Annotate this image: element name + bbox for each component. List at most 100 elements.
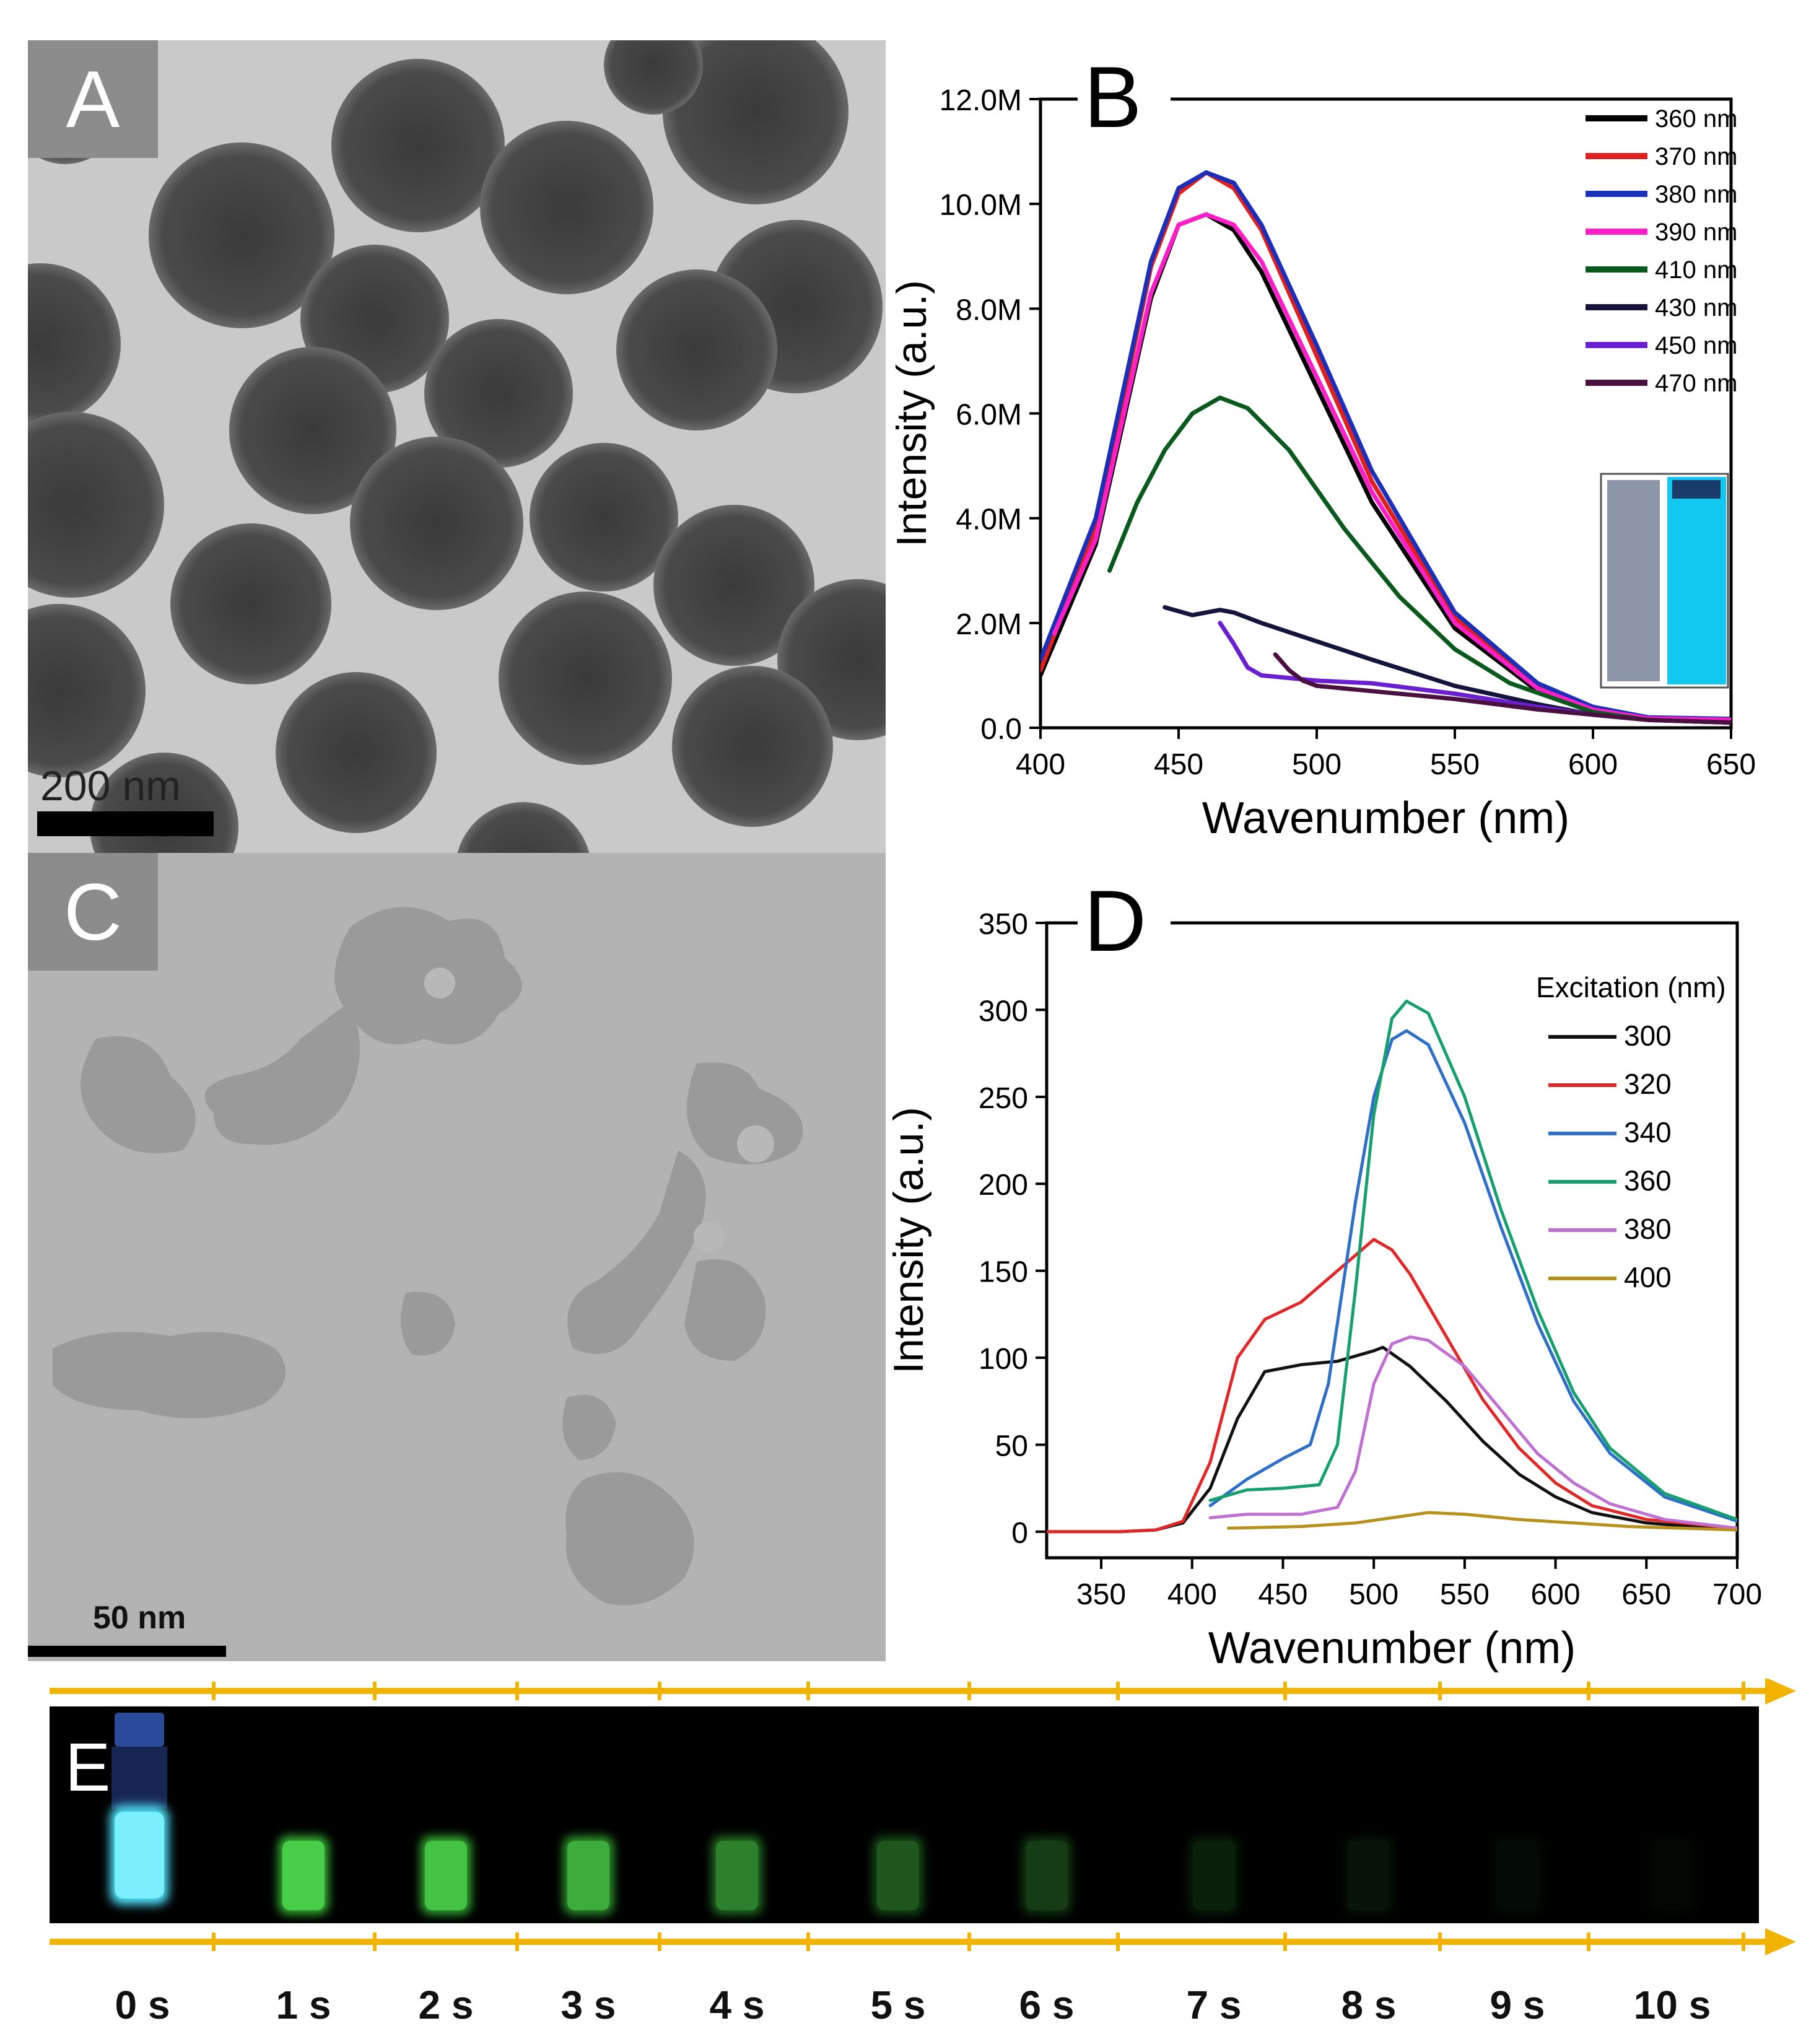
plot-frame xyxy=(1045,921,1739,1560)
timeline-arrow-bottom xyxy=(50,1928,1796,1955)
y-tick-label: 0.0 xyxy=(980,713,1022,746)
cuvette-inset xyxy=(1600,473,1729,689)
legend-entry: 430 nm xyxy=(1655,294,1737,321)
x-tick-label: 550 xyxy=(1440,1578,1490,1611)
panel-label: D xyxy=(1084,872,1146,969)
legend: Excitation (nm) 300 320 340 360 380 400 xyxy=(1536,971,1726,1293)
x-tick-label: 600 xyxy=(1531,1578,1581,1611)
y-tick-label: 0 xyxy=(1011,1517,1028,1550)
x-tick-label: 450 xyxy=(1258,1578,1307,1611)
series-line-300 xyxy=(1047,1345,1737,1534)
series-line-470-nm xyxy=(1273,652,1731,725)
time-label: 1 s xyxy=(276,1983,331,2027)
panel-e-label: E xyxy=(65,1729,111,1806)
x-tick-label: 450 xyxy=(1154,748,1203,781)
chart-b-svg: 400 450 500 550 600 650 0.0 2.0M 4.0M 6.0M 8.0M 10.… xyxy=(888,48,1756,843)
time-label: 8 s xyxy=(1341,1983,1397,2027)
time-label: 4 s xyxy=(709,1983,765,2027)
series-group xyxy=(1047,999,1737,1534)
vial-8s xyxy=(1344,1837,1394,1914)
x-tick-label: 500 xyxy=(1349,1578,1398,1611)
time-label: 3 s xyxy=(561,1983,616,2027)
series-line-380 xyxy=(1208,1335,1737,1530)
cuvette-uv-cap xyxy=(1672,480,1721,499)
chart-d-svg: 350 400 450 500 550 600 650 700 0 50 100 150 200 250 3… xyxy=(885,872,1762,1673)
legend-entry: 410 nm xyxy=(1655,256,1737,284)
y-tick-label: 8.0M xyxy=(956,294,1022,326)
y-tick-label: 12.0M xyxy=(940,84,1022,117)
x-tick-label: 500 xyxy=(1292,748,1341,781)
x-axis-label: Wavenumber (nm) xyxy=(1208,1623,1576,1673)
x-tick-label: 650 xyxy=(1706,748,1756,781)
y-tick-label: 250 xyxy=(979,1082,1028,1115)
panel-a-label: A xyxy=(28,40,158,158)
legend-entry: 370 nm xyxy=(1655,143,1737,170)
legend-entry: 450 nm xyxy=(1655,332,1737,359)
series-line-400 xyxy=(1226,1511,1737,1532)
y-tick-label: 150 xyxy=(979,1256,1028,1289)
y-tick-label: 2.0M xyxy=(956,608,1022,641)
panel-c-tem-image: C 50 nm xyxy=(28,853,886,1661)
legend-entry: 320 xyxy=(1624,1068,1672,1100)
series-line-410-nm xyxy=(1107,395,1731,725)
vial-3s xyxy=(564,1837,613,1914)
y-tick-label: 350 xyxy=(979,908,1028,941)
legend-entry: 360 nm xyxy=(1655,105,1737,133)
panel-label: B xyxy=(1084,48,1141,146)
vial-0s xyxy=(110,1713,168,1905)
x-tick-label: 400 xyxy=(1016,748,1065,781)
time-label: 6 s xyxy=(1019,1983,1075,2027)
panel-label-bg xyxy=(1078,880,1171,966)
series-line-320 xyxy=(1047,1238,1737,1534)
y-axis-label: Intensity (a.u.) xyxy=(886,1107,932,1374)
y-tick-label: 10.0M xyxy=(940,189,1022,222)
x-tick-label: 400 xyxy=(1167,1578,1217,1611)
legend: 360 nm 370 nm 380 nm 390 nm 410 nm 430 nm 450 … xyxy=(1586,105,1737,397)
x-axis-label: Wavenumber (nm) xyxy=(1202,793,1569,843)
time-label-row: 0 s 1 s 2 s 3 s 4 s 5 s 6 s 7 s 8 s 9 s 10 s xyxy=(50,1976,1802,2038)
cuvette-uv xyxy=(1667,477,1726,684)
time-label: 7 s xyxy=(1186,1983,1242,2027)
legend-entry: 340 xyxy=(1624,1116,1672,1148)
panel-a-tem-image: A 200 nm xyxy=(28,40,886,853)
legend-entry: 390 nm xyxy=(1655,219,1737,246)
panel-b-chart: 400 450 500 550 600 650 0.0 2.0M 4.0M 6.0M 8.0M 10.… xyxy=(886,37,1819,861)
legend-entry: 470 nm xyxy=(1655,370,1737,397)
vial-2s xyxy=(421,1837,471,1914)
y-tick-label: 50 xyxy=(995,1430,1028,1462)
panel-label-bg xyxy=(1078,56,1171,142)
vial-5s xyxy=(873,1837,923,1914)
vial-4s xyxy=(712,1837,762,1914)
cuvette-ambient xyxy=(1607,480,1660,681)
series-line-360 xyxy=(1208,999,1737,1521)
legend-entry: 380 xyxy=(1624,1213,1672,1245)
y-tick-label: 4.0M xyxy=(956,504,1022,536)
time-label: 5 s xyxy=(870,1983,926,2027)
legend-entry: 400 xyxy=(1624,1261,1672,1293)
time-label: 2 s xyxy=(418,1983,474,2027)
series-line-390-nm xyxy=(1052,212,1731,722)
panel-a-scale-bar-label: 200 nm xyxy=(40,762,181,810)
time-label: 9 s xyxy=(1490,1983,1545,2027)
y-tick-label: 100 xyxy=(979,1343,1028,1376)
x-tick-label: 600 xyxy=(1568,748,1618,781)
series-line-340 xyxy=(1208,1029,1737,1523)
tem-spheres-image xyxy=(28,40,886,853)
vial-9s xyxy=(1493,1837,1542,1914)
afterglow-svg xyxy=(50,1677,1796,1955)
timeline-arrow-top xyxy=(50,1677,1796,1705)
x-tick-label: 350 xyxy=(1076,1578,1126,1611)
vial-10s xyxy=(1647,1837,1697,1914)
x-tick-label: 550 xyxy=(1430,748,1480,781)
panel-c-scale-bar-label: 50 nm xyxy=(93,1600,186,1636)
vial-7s xyxy=(1189,1837,1239,1914)
panel-c-label: C xyxy=(28,853,158,971)
tem-aggregates-image xyxy=(28,853,886,1661)
legend-entry: 360 xyxy=(1624,1164,1672,1197)
x-tick-label: 700 xyxy=(1712,1578,1762,1611)
x-tick-label: 650 xyxy=(1621,1578,1671,1611)
panel-d-chart: 350 400 450 500 550 600 650 700 0 50 100 150 200 250 3… xyxy=(885,861,1819,1685)
series-line-380-nm xyxy=(1040,170,1731,722)
time-label: 10 s xyxy=(1633,1983,1711,2027)
vial-6s xyxy=(1022,1837,1071,1914)
